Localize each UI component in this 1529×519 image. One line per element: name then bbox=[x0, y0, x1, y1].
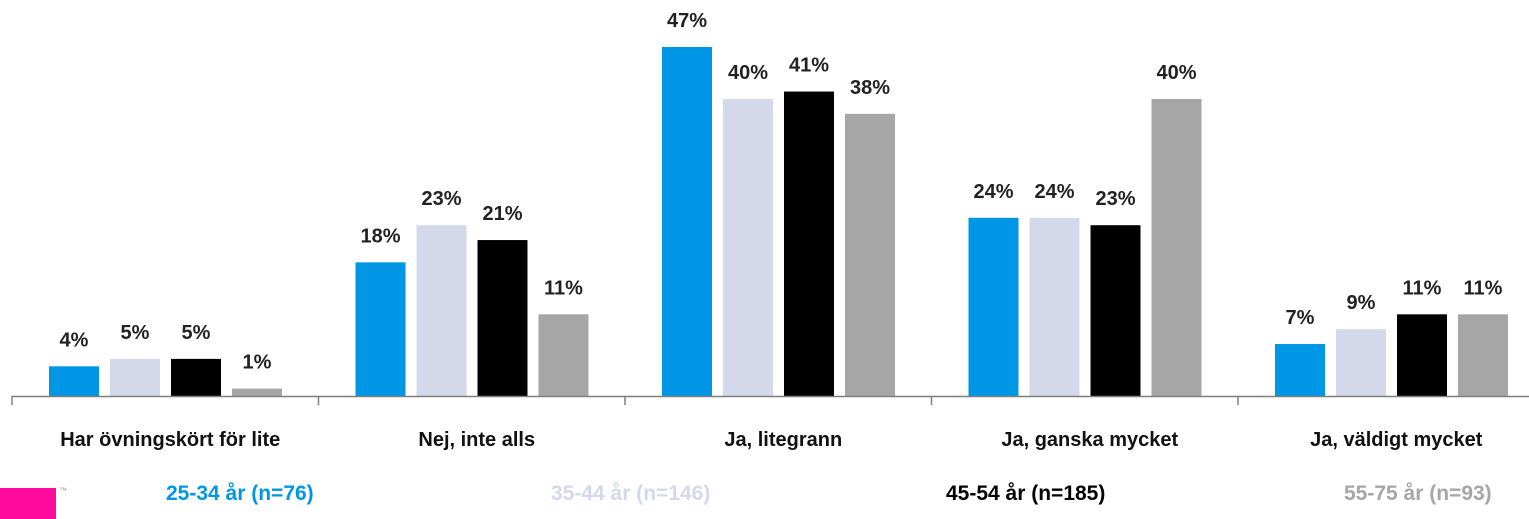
bar-nej-inte-alls-series-2 bbox=[416, 225, 467, 396]
value-label-ja-ganska-mycket-series-4: 40% bbox=[1156, 62, 1196, 84]
value-label-ja-litegrann-series-2: 40% bbox=[728, 62, 768, 84]
category-label-ja-v-ldigt-mycket: Ja, väldigt mycket bbox=[1310, 429, 1483, 451]
value-label-ja-v-ldigt-mycket-series-1: 7% bbox=[1286, 307, 1315, 329]
bar-har-vningsk-rt-f-r-lite-series-1 bbox=[49, 366, 99, 396]
bar-har-vningsk-rt-f-r-lite-series-2 bbox=[110, 358, 160, 396]
x-axis bbox=[11, 395, 1529, 405]
trademark-symbol: ™ bbox=[59, 486, 67, 495]
bars-group bbox=[49, 47, 1508, 397]
bar-har-vningsk-rt-f-r-lite-series-4 bbox=[232, 388, 282, 396]
bar-ja-litegrann-series-2 bbox=[723, 98, 773, 396]
value-label-har-vningsk-rt-f-r-lite-series-2: 5% bbox=[121, 322, 150, 344]
value-label-ja-ganska-mycket-series-1: 24% bbox=[973, 181, 1013, 203]
bar-nej-inte-alls-series-1 bbox=[355, 262, 406, 396]
value-label-ja-v-ldigt-mycket-series-4: 11% bbox=[1464, 277, 1503, 299]
bar-ja-ganska-mycket-series-1 bbox=[968, 217, 1019, 396]
value-label-ja-v-ldigt-mycket-series-3: 11% bbox=[1403, 277, 1442, 299]
value-label-nej-inte-alls-series-4: 11% bbox=[544, 277, 583, 299]
legend-item-series-3: 45-54 år (n=185) bbox=[946, 482, 1106, 505]
value-label-ja-litegrann-series-3: 41% bbox=[789, 55, 829, 77]
value-label-ja-litegrann-series-1: 47% bbox=[667, 10, 707, 32]
value-label-ja-ganska-mycket-series-2: 24% bbox=[1034, 181, 1074, 203]
category-label-nej-inte-alls: Nej, inte alls bbox=[418, 429, 535, 451]
value-label-har-vningsk-rt-f-r-lite-series-1: 4% bbox=[60, 329, 89, 351]
bar-ja-v-ldigt-mycket-series-4 bbox=[1458, 314, 1508, 396]
bar-nej-inte-alls-series-4 bbox=[538, 314, 589, 396]
value-label-nej-inte-alls-series-2: 23% bbox=[421, 188, 461, 210]
legend-item-series-2: 35-44 år (n=146) bbox=[551, 482, 711, 505]
category-label-ja-litegrann: Ja, litegrann bbox=[724, 429, 842, 451]
category-labels-group: Har övningskört för lite Nej, inte alls Ja… bbox=[60, 429, 1483, 451]
bar-ja-litegrann-series-1 bbox=[662, 47, 712, 396]
bar-ja-litegrann-series-3 bbox=[784, 91, 834, 396]
bar-chart: 4% 5% 5% 1% 18% 23% 21% 11% 47% 40% 41% 38% 24% 24% 23… bbox=[11, 10, 1529, 451]
value-label-har-vningsk-rt-f-r-lite-series-4: 1% bbox=[243, 352, 272, 374]
bar-ja-v-ldigt-mycket-series-2 bbox=[1336, 329, 1386, 396]
legend-item-series-1: 25-34 år (n=76) bbox=[166, 482, 314, 505]
bar-nej-inte-alls-series-3 bbox=[477, 240, 528, 396]
value-label-ja-v-ldigt-mycket-series-2: 9% bbox=[1347, 292, 1376, 314]
legend-item-series-4: 55-75 år (n=93) bbox=[1344, 482, 1492, 505]
value-label-ja-ganska-mycket-series-3: 23% bbox=[1095, 188, 1135, 210]
bar-ja-ganska-mycket-series-2 bbox=[1029, 217, 1080, 396]
brand-logo bbox=[0, 488, 56, 519]
value-label-har-vningsk-rt-f-r-lite-series-3: 5% bbox=[182, 322, 211, 344]
bar-ja-ganska-mycket-series-3 bbox=[1090, 225, 1141, 396]
bar-ja-litegrann-series-4 bbox=[845, 113, 895, 397]
bar-ja-ganska-mycket-series-4 bbox=[1151, 98, 1202, 396]
category-label-ja-ganska-mycket: Ja, ganska mycket bbox=[1001, 429, 1178, 451]
bar-ja-v-ldigt-mycket-series-1 bbox=[1275, 344, 1325, 396]
value-label-nej-inte-alls-series-3: 21% bbox=[482, 203, 522, 225]
bar-har-vningsk-rt-f-r-lite-series-3 bbox=[171, 358, 221, 396]
bar-ja-v-ldigt-mycket-series-3 bbox=[1397, 314, 1447, 396]
value-labels-group: 4% 5% 5% 1% 18% 23% 21% 11% 47% 40% 41% 38% 24% 24% 23… bbox=[60, 10, 1503, 374]
value-label-ja-litegrann-series-4: 38% bbox=[850, 77, 890, 99]
value-label-nej-inte-alls-series-1: 18% bbox=[360, 225, 400, 247]
category-label-har-vningsk-rt-f-r-lite: Har övningskört för lite bbox=[60, 429, 280, 451]
